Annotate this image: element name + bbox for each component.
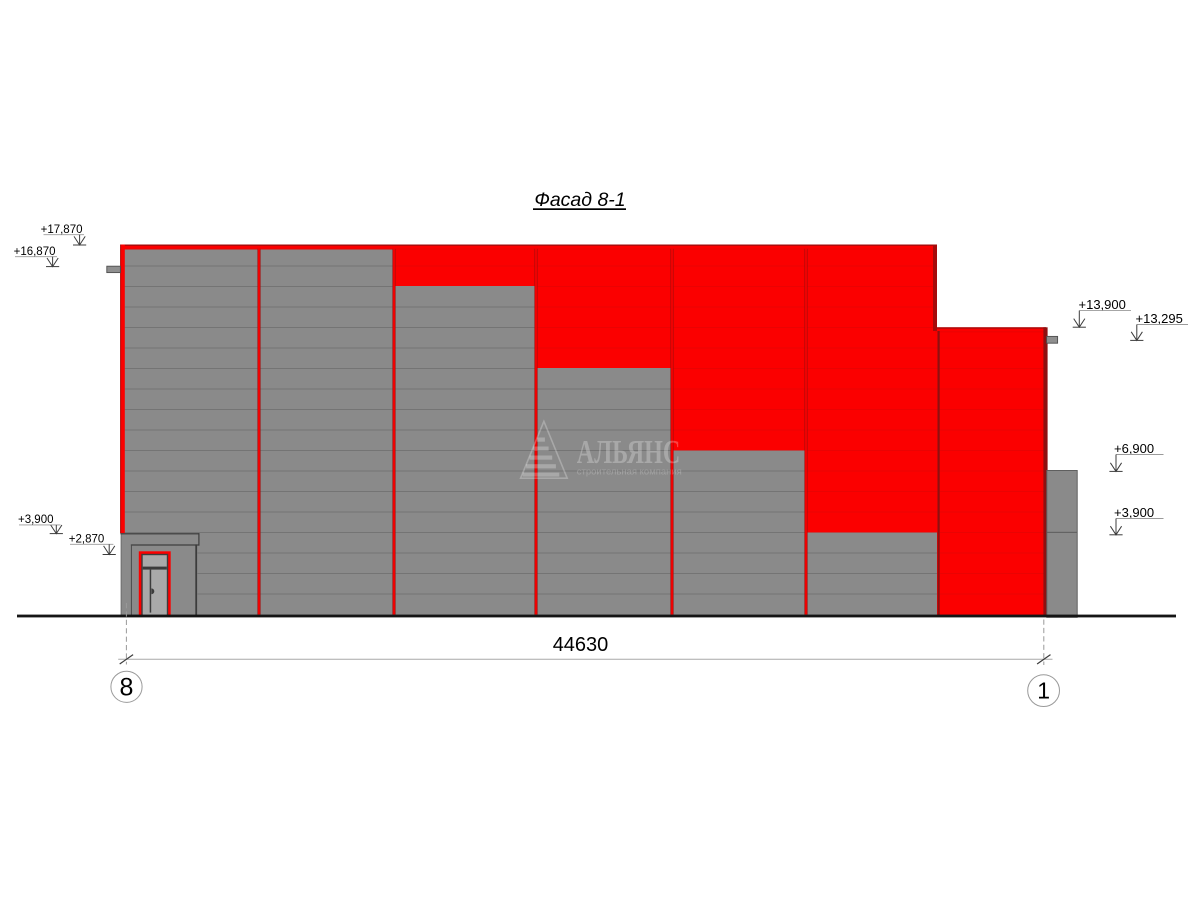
svg-text:строительная компания: строительная компания <box>577 467 682 478</box>
svg-text:+6,900: +6,900 <box>1114 441 1154 456</box>
svg-text:8: 8 <box>120 673 134 701</box>
svg-text:+13,295: +13,295 <box>1136 311 1183 326</box>
svg-text:+13,900: +13,900 <box>1079 297 1126 312</box>
svg-text:+17,870: +17,870 <box>41 224 83 236</box>
svg-text:АЛЬЯНС: АЛЬЯНС <box>577 434 681 471</box>
svg-text:+3,900: +3,900 <box>1114 505 1154 520</box>
svg-text:+3,900: +3,900 <box>18 514 54 526</box>
svg-text:+2,870: +2,870 <box>69 534 105 546</box>
svg-text:1: 1 <box>1037 678 1050 704</box>
svg-text:44630: 44630 <box>553 634 609 656</box>
svg-text:Фасад 8-1: Фасад 8-1 <box>534 189 625 211</box>
svg-text:+16,870: +16,870 <box>14 246 56 258</box>
